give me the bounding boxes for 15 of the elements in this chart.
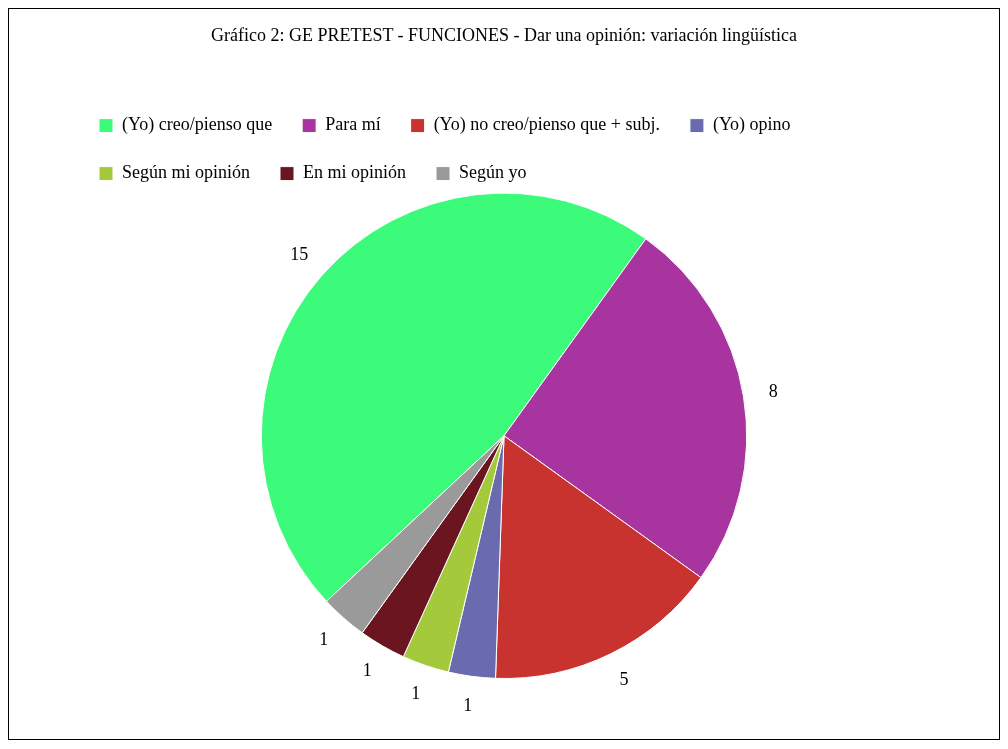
data-label: 1 xyxy=(463,694,473,715)
legend-label: Para mí xyxy=(325,114,381,135)
data-label: 15 xyxy=(290,244,309,265)
legend-label: En mi opinión xyxy=(303,162,406,183)
legend-label: (Yo) opino xyxy=(712,114,791,136)
data-label: 5 xyxy=(619,669,629,690)
data-label: 1 xyxy=(411,682,421,703)
data-label: 1 xyxy=(319,629,329,650)
legend-label: (Yo) creo/pienso que xyxy=(122,114,273,136)
data-label: 8 xyxy=(768,380,778,401)
chart-title: Gráfico 2: GE PRETEST - FUNCIONES - Dar una opinión: variación lingüística xyxy=(210,24,798,45)
legend-label: Según yo xyxy=(459,162,527,183)
legend-label: (Yo) no creo/pienso que + subj. xyxy=(433,114,660,136)
legend-label: Según mi opinión xyxy=(122,162,251,183)
data-label: 1 xyxy=(362,660,372,681)
